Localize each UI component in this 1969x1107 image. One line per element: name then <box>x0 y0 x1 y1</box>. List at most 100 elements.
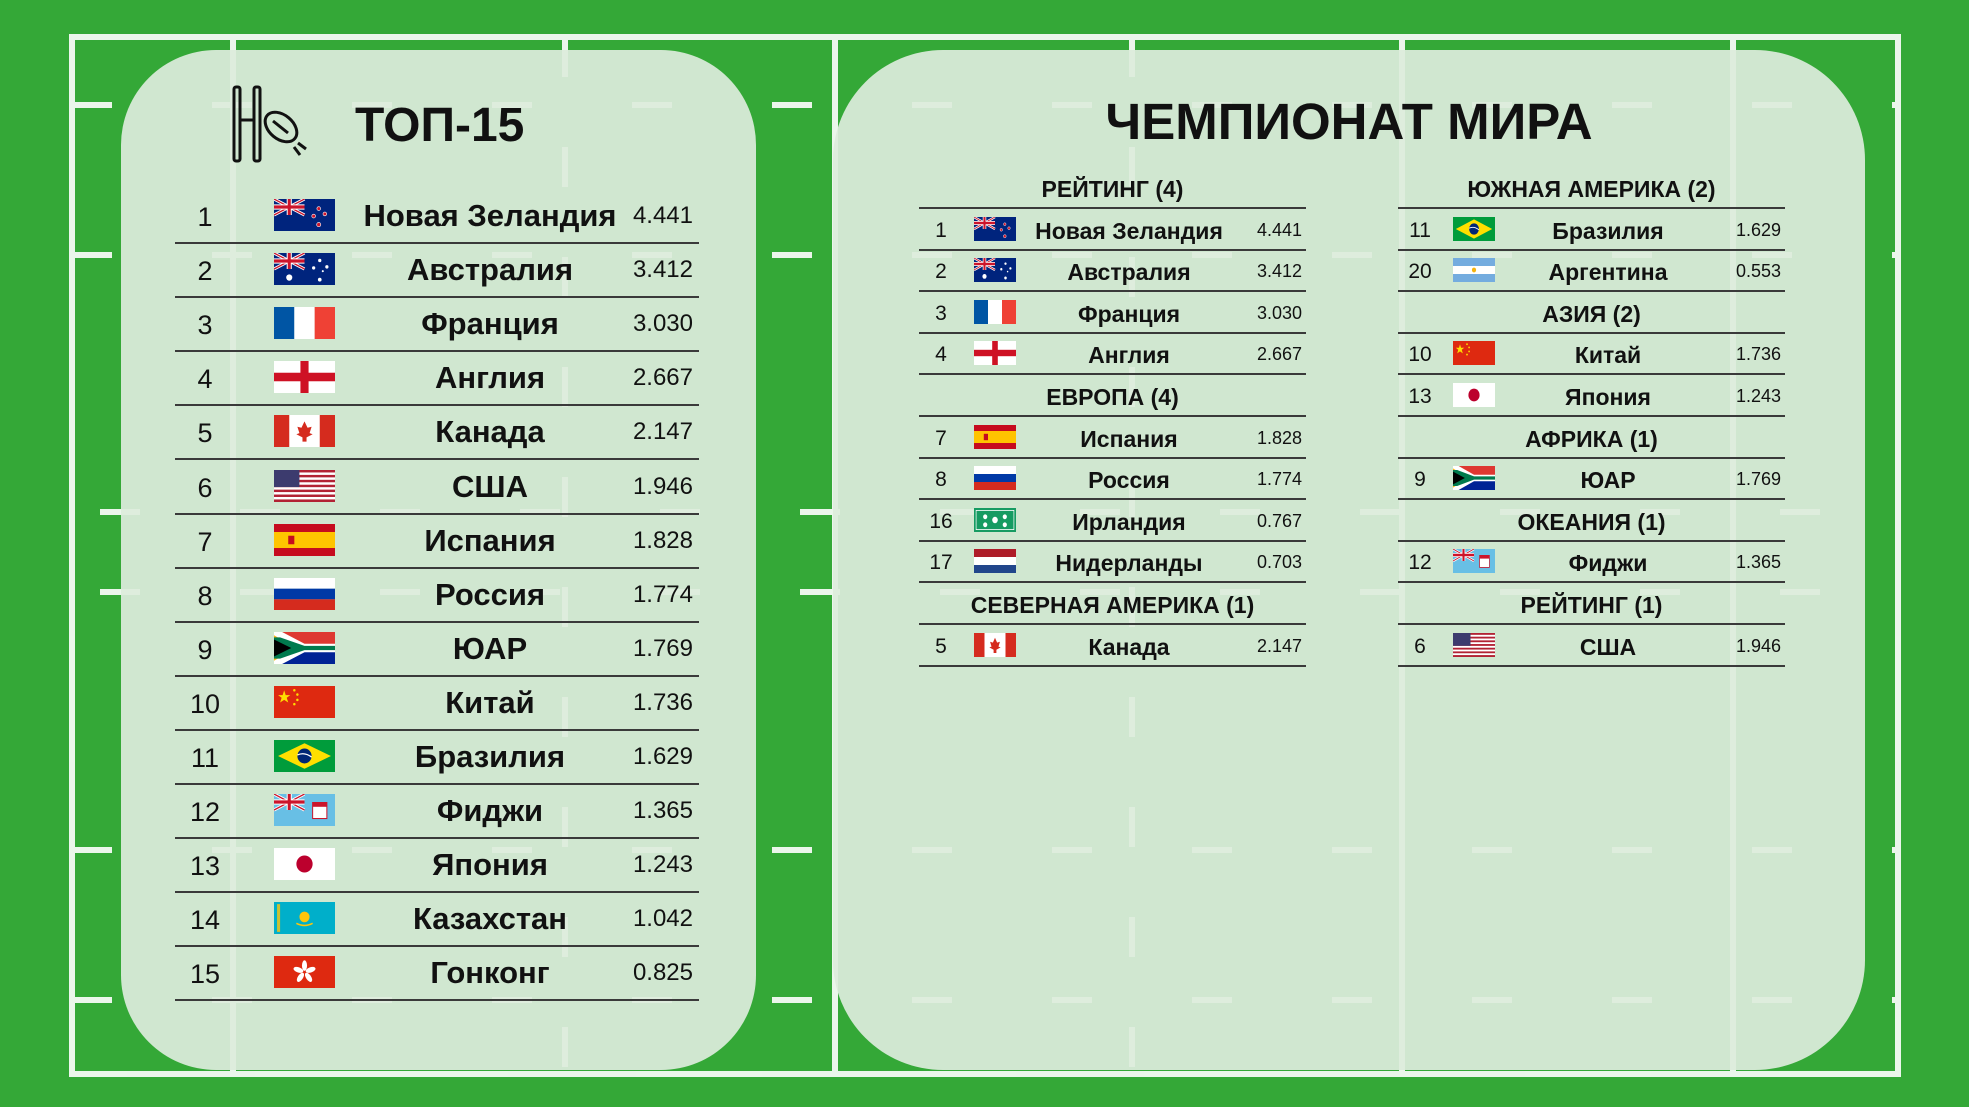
rating-points: 1.629 <box>1735 219 1781 240</box>
country-name: Бразилия <box>1552 217 1664 244</box>
top15-row: 6 США 1.946 <box>175 459 699 515</box>
rating-points: 1.774 <box>1256 469 1302 490</box>
group-label: ЕВРОПА (4) <box>1046 384 1179 410</box>
country-name: Англия <box>1088 342 1170 369</box>
group-header: ЕВРОПА (4) <box>919 376 1306 417</box>
rating-points: 1.828 <box>632 526 693 554</box>
rank: 2 <box>197 256 213 287</box>
fj-flag-icon <box>274 794 335 827</box>
qualified-team-row: 10 Китай 1.736 <box>1398 334 1785 376</box>
rating-points: 1.774 <box>632 580 693 608</box>
rank: 5 <box>935 634 947 658</box>
rank: 1 <box>197 202 213 232</box>
us-flag-icon <box>274 469 335 502</box>
rating-points: 3.412 <box>1256 261 1302 282</box>
group-label: РЕЙТИНГ (1) <box>1520 592 1663 618</box>
rank: 17 <box>929 551 953 575</box>
br-flag-icon <box>274 740 335 772</box>
jp-flag-icon <box>1453 383 1495 407</box>
ca-flag-icon <box>974 632 1016 657</box>
country-name: Китай <box>1574 342 1642 369</box>
fr-flag-icon <box>974 299 1016 324</box>
us-flag-icon <box>1453 632 1495 657</box>
au-flag-icon <box>974 258 1016 283</box>
rating-points: 1.629 <box>632 743 693 770</box>
top15-row: 1 Новая Зеландия 4.441 <box>175 188 699 244</box>
rank: 15 <box>189 959 221 990</box>
qualified-team-row: 11 Бразилия 1.629 <box>1398 210 1785 251</box>
country-name: Япония <box>1565 384 1651 410</box>
rank: 10 <box>1408 343 1432 367</box>
rating-points: 0.825 <box>632 959 693 987</box>
group-header: АФРИКА (1) <box>1398 418 1785 459</box>
rating-points: 3.030 <box>1256 302 1302 323</box>
country-name: Канада <box>435 414 545 450</box>
es-flag-icon <box>274 523 335 556</box>
group-header: РЕЙТИНГ (4) <box>919 168 1306 209</box>
qualified-team-row: 5 Канада 2.147 <box>919 626 1306 667</box>
country-name: Аргентина <box>1548 259 1668 286</box>
rating-points: 1.736 <box>1735 344 1781 365</box>
rank: 4 <box>935 343 947 367</box>
group-header: СЕВЕРНАЯ АМЕРИКА (1) <box>919 584 1306 625</box>
rank: 13 <box>189 851 221 882</box>
ru-flag-icon <box>974 466 1016 491</box>
group-label: СЕВЕРНАЯ АМЕРИКА (1) <box>970 592 1255 618</box>
rank: 12 <box>1408 551 1432 575</box>
country-name: Фиджи <box>1568 550 1648 577</box>
top15-row: 13 Япония 1.243 <box>175 837 699 894</box>
rating-points: 1.946 <box>1735 635 1781 656</box>
rating-points: 0.767 <box>1256 510 1302 531</box>
group-label: ЮЖНАЯ АМЕРИКА (2) <box>1467 176 1716 202</box>
top15-row: 12 Фиджи 1.365 <box>175 783 699 840</box>
cn-flag-icon <box>274 685 335 718</box>
qualified-team-row: 13 Япония 1.243 <box>1398 376 1785 417</box>
rank: 5 <box>197 418 213 449</box>
rating-points: 3.030 <box>632 310 693 338</box>
rating-points: 2.667 <box>1256 344 1302 365</box>
rank: 14 <box>189 905 221 936</box>
rank: 10 <box>189 688 221 719</box>
country-name: Франция <box>421 306 559 342</box>
top15-row: 14 Казахстан 1.042 <box>175 891 699 948</box>
rating-points: 1.243 <box>1735 386 1781 406</box>
jp-flag-icon <box>274 848 335 881</box>
country-name: Китай <box>445 684 535 720</box>
rating-points: 1.243 <box>632 851 693 879</box>
group-header: ЮЖНАЯ АМЕРИКА (2) <box>1398 168 1785 209</box>
top15-title: ТОП-15 <box>355 99 525 152</box>
rank: 7 <box>935 426 947 450</box>
rating-points: 2.147 <box>632 418 693 446</box>
qualified-team-row: 6 США 1.946 <box>1398 626 1785 667</box>
top15-row: 9 ЮАР 1.769 <box>175 621 699 677</box>
rating-points: 4.441 <box>632 202 693 229</box>
top15-row: 7 Испания 1.828 <box>175 513 699 569</box>
rank: 2 <box>935 260 947 284</box>
group-label: АФРИКА (1) <box>1525 425 1658 452</box>
top15-row: 8 Россия 1.774 <box>175 567 699 623</box>
country-name: Австралия <box>406 252 574 288</box>
rank: 8 <box>197 580 213 611</box>
country-name: Япония <box>432 847 548 883</box>
rating-points: 1.946 <box>632 472 693 500</box>
rank: 7 <box>197 526 213 557</box>
rank: 13 <box>1408 385 1432 408</box>
nl-flag-icon <box>974 549 1016 574</box>
en-flag-icon <box>974 341 1016 366</box>
rating-points: 1.736 <box>632 688 693 716</box>
country-name: Россия <box>1088 467 1170 494</box>
rank: 11 <box>190 743 220 773</box>
au-flag-icon <box>274 253 335 286</box>
country-name: Англия <box>434 360 546 396</box>
country-name: Новая Зеландия <box>363 198 617 233</box>
top15-panel <box>121 50 756 1070</box>
top15-row: 3 Франция 3.030 <box>175 296 699 353</box>
rank: 9 <box>197 634 213 665</box>
top15-row: 15 Гонконг 0.825 <box>175 945 699 1002</box>
rank: 20 <box>1408 260 1432 284</box>
country-name: Испания <box>1080 425 1178 452</box>
top15-row: 11 Бразилия 1.629 <box>175 729 699 785</box>
ar-flag-icon <box>1453 258 1495 283</box>
qualified-team-row: 9 ЮАР 1.769 <box>1398 459 1785 501</box>
en-flag-icon <box>274 361 335 394</box>
